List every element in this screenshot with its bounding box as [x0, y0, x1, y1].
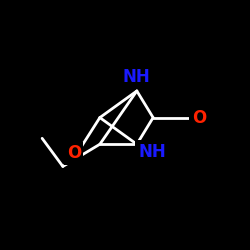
Text: NH: NH	[123, 68, 151, 86]
Text: NH: NH	[138, 143, 166, 161]
Text: O: O	[67, 144, 81, 162]
Text: O: O	[192, 108, 206, 126]
